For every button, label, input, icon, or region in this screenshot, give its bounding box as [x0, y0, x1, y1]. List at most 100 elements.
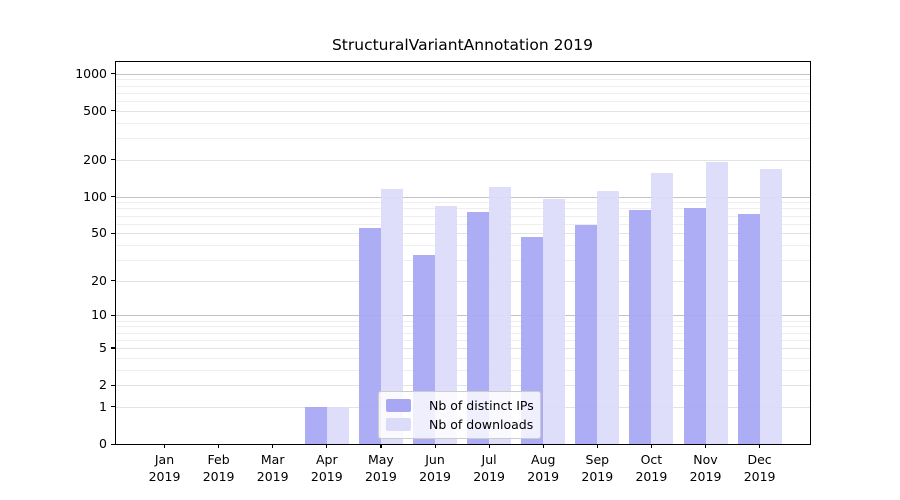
x-tick-feb [218, 444, 220, 448]
x-tick-label-apr: Apr 2019 [295, 452, 359, 485]
y-tick-label-10: 10 [91, 307, 107, 323]
bar-nb-of-downloads-oct [651, 172, 674, 444]
gridline-300 [116, 138, 810, 139]
bar-nb-of-downloads-jul [489, 187, 512, 444]
gridline-4 [116, 357, 810, 359]
x-tick-year: 2019 [743, 468, 776, 484]
x-tick-month: Feb [207, 452, 230, 467]
gridline-900 [116, 79, 810, 81]
gridline-1000 [116, 73, 810, 75]
legend-item-distinct-ips: Nb of distinct IPs [386, 398, 534, 413]
x-tick-year: 2019 [310, 468, 343, 484]
x-tick-label-jun: Jun 2019 [403, 452, 467, 485]
gridline-80 [116, 208, 810, 210]
gridline-600 [116, 100, 810, 102]
x-tick-may [380, 444, 382, 448]
gridline-200 [116, 159, 810, 161]
x-tick-year: 2019 [527, 468, 560, 484]
x-tick-year: 2019 [689, 468, 722, 484]
legend-swatch-distinct-ips [386, 399, 411, 412]
x-tick-month: Aug [530, 452, 556, 467]
gridline-70 [116, 215, 810, 217]
gridline-100 [116, 196, 810, 198]
y-tick-label-0: 0 [99, 436, 107, 451]
x-tick-oct [650, 444, 653, 448]
bar-nb-of-distinct-ips-oct [629, 209, 652, 444]
x-tick-year: 2019 [202, 468, 235, 484]
bar-nb-of-downloads-nov [705, 161, 728, 444]
y-tick-label-20: 20 [91, 272, 107, 288]
y-tick-1000 [111, 73, 116, 75]
gridline-7 [116, 332, 810, 334]
x-tick-jul [488, 444, 490, 448]
x-tick-jan [164, 444, 166, 448]
chart-title: StructuralVariantAnnotation 2019 [331, 36, 594, 54]
y-tick-label-2: 2 [99, 377, 107, 393]
x-tick-label-jul: Jul 2019 [457, 452, 521, 485]
gridline-40 [116, 244, 810, 246]
x-tick-label-mar: Mar 2019 [241, 452, 305, 485]
x-tick-label-may: May 2019 [349, 452, 413, 485]
y-tick-20 [111, 280, 116, 282]
x-tick-dec [759, 444, 761, 448]
y-tick-label-500: 500 [83, 102, 107, 118]
x-tick-year: 2019 [581, 468, 614, 484]
y-tick-2 [111, 384, 116, 386]
x-tick-month: Dec [747, 452, 772, 467]
x-tick-apr [326, 444, 328, 448]
x-tick-label-sep: Sep 2019 [565, 452, 629, 485]
legend-label-downloads: Nb of downloads [429, 417, 534, 432]
x-tick-mar [272, 444, 274, 448]
x-tick-month: Nov [693, 452, 718, 467]
y-tick-100 [111, 196, 116, 198]
x-tick-label-aug: Aug 2019 [511, 452, 575, 485]
bar-nb-of-downloads-may [380, 189, 403, 444]
bar-nb-of-distinct-ips-nov [683, 207, 706, 444]
legend-item-downloads: Nb of downloads [386, 417, 533, 432]
gridline-6 [116, 339, 810, 341]
bar-nb-of-downloads-aug [543, 199, 566, 444]
x-tick-month: Sep [585, 452, 610, 467]
y-tick-200 [111, 159, 116, 161]
gridline-90 [116, 202, 810, 204]
bar-nb-of-distinct-ips-dec [737, 214, 760, 444]
x-tick-year: 2019 [256, 468, 289, 484]
bar-nb-of-downloads-dec [759, 169, 782, 444]
gridline-400 [116, 122, 810, 124]
y-tick-500 [111, 110, 116, 112]
gridline-500 [116, 110, 810, 112]
x-tick-year: 2019 [635, 468, 668, 484]
gridline-9 [116, 320, 810, 322]
x-tick-year: 2019 [419, 468, 451, 484]
gridline-3 [116, 369, 810, 371]
x-tick-month: Jan [154, 452, 175, 467]
gridline-10 [116, 315, 810, 317]
gridline-8 [116, 326, 810, 328]
x-tick-month: Apr [315, 452, 338, 467]
x-tick-month: May [367, 452, 394, 467]
bar-nb-of-distinct-ips-apr [304, 406, 327, 444]
y-tick-label-1: 1 [99, 398, 107, 414]
x-tick-label-jan: Jan 2019 [133, 452, 197, 485]
x-tick-month: Jun [425, 452, 445, 467]
legend-label-distinct-ips: Nb of distinct IPs [429, 398, 534, 413]
x-tick-label-feb: Feb 2019 [187, 452, 251, 485]
gridline-800 [116, 85, 810, 87]
bar-nb-of-downloads-sep [597, 190, 620, 444]
y-tick-10 [111, 314, 116, 317]
legend: Nb of distinct IPs Nb of downloads [378, 391, 541, 439]
y-tick-label-50: 50 [91, 225, 107, 241]
plot-area [115, 61, 811, 445]
gridline-60 [116, 223, 810, 225]
x-tick-month: Mar [260, 452, 285, 467]
x-tick-aug [542, 444, 544, 448]
x-tick-label-oct: Oct 2019 [619, 452, 683, 485]
y-tick-label-200: 200 [83, 151, 107, 167]
gridline-30 [116, 259, 810, 261]
x-tick-year: 2019 [473, 468, 505, 484]
y-tick-label-1000: 1000 [75, 65, 107, 81]
y-tick-50 [111, 232, 116, 234]
x-tick-year: 2019 [364, 468, 397, 484]
gridline-50 [116, 233, 810, 235]
